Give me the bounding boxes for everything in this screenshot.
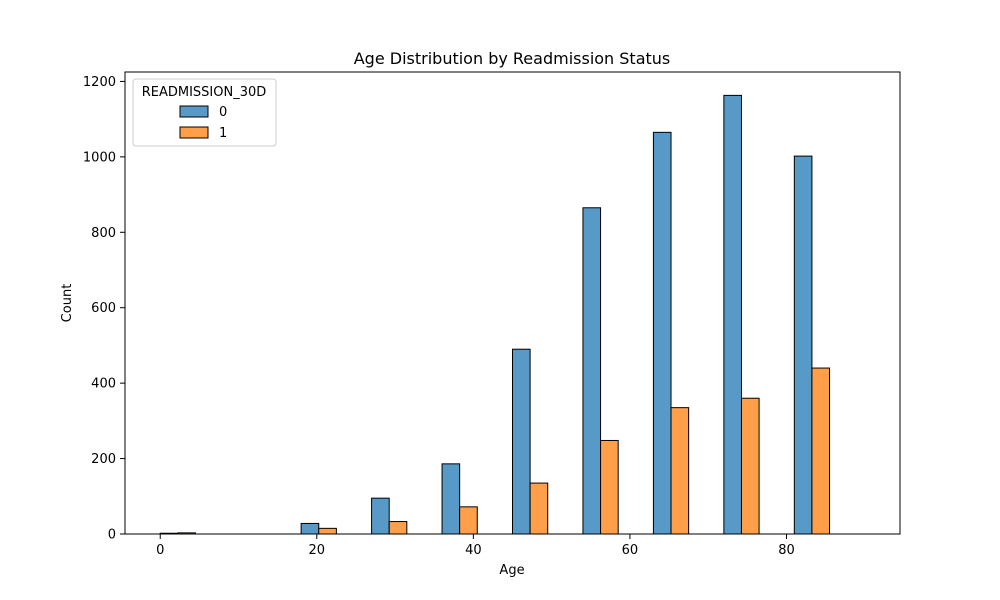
y-axis-ticks: 0 200 400 600 800 1000 1200 [83, 75, 125, 543]
bar-series-0-bin-4 [300, 522, 320, 535]
y-tick-label: 400 [91, 377, 116, 392]
x-tick-label: 40 [465, 543, 482, 558]
legend-label-1: 1 [219, 126, 227, 141]
plot-frame [124, 71, 901, 535]
bar-series-0-bin-6 [371, 497, 390, 535]
bar-series-0-bin-18 [793, 155, 813, 535]
y-tick-label: 200 [91, 452, 116, 467]
bar-series-1-bin-10 [529, 482, 549, 535]
legend: READMISSION_30D 0 1 [132, 78, 277, 147]
x-axis-label: Age [499, 563, 524, 578]
y-tick-label: 600 [91, 301, 116, 316]
y-tick-label: 1000 [83, 150, 116, 165]
bar-series-1-bin-4 [318, 527, 337, 535]
x-tick-label: 0 [156, 543, 164, 558]
x-axis-ticks: 0 20 40 60 80 [156, 534, 795, 558]
bar-series-1-bin-6 [388, 521, 408, 535]
bar-series-0-bin-14 [652, 131, 672, 535]
legend-swatch-0 [179, 105, 209, 118]
bar-series-1-bin-14 [670, 407, 690, 535]
y-axis-label: Count [60, 284, 75, 323]
x-tick-label: 60 [622, 543, 639, 558]
x-tick-label: 20 [309, 543, 326, 558]
bar-series-1-bin-16 [740, 397, 760, 535]
bar-series-1-bin-8 [459, 506, 478, 535]
bar-series-0-bin-16 [723, 94, 742, 535]
bar-series-1-bin-12 [600, 439, 619, 535]
y-tick-label: 0 [108, 528, 116, 543]
bar-series-0-bin-12 [582, 207, 602, 535]
y-tick-label: 1200 [83, 75, 116, 90]
y-tick-label: 800 [91, 226, 116, 241]
bar-series-1-bin-18 [811, 367, 831, 535]
legend-label-0: 0 [219, 105, 227, 120]
legend-title: READMISSION_30D [142, 85, 267, 100]
legend-swatch-1 [179, 126, 209, 139]
x-tick-label: 80 [778, 543, 795, 558]
bar-series-0-bin-10 [512, 348, 531, 535]
bars-group [159, 94, 831, 535]
bar-series-0-bin-8 [441, 463, 461, 535]
chart-title: Age Distribution by Readmission Status [354, 49, 671, 68]
